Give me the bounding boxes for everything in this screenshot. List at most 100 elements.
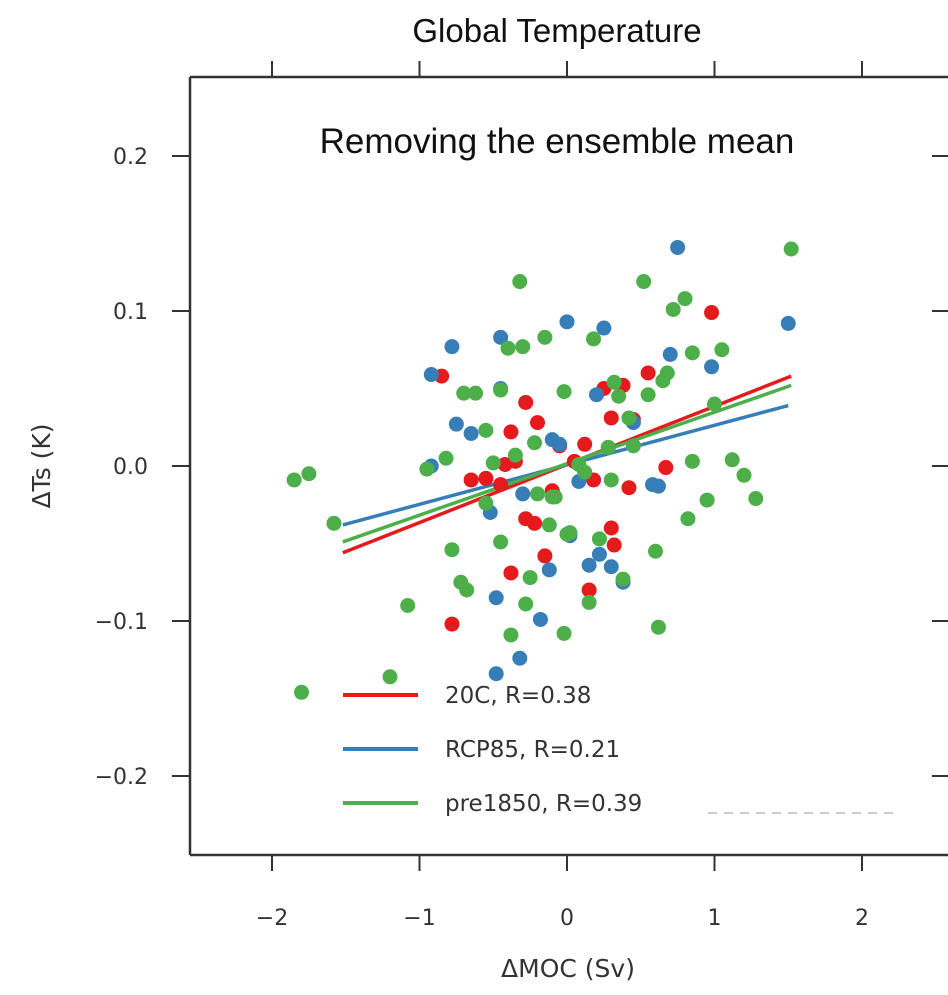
scatter-point [636, 274, 652, 290]
scatter-point [621, 480, 637, 496]
scatter-point [704, 359, 720, 375]
scatter-point [512, 274, 528, 290]
scatter-point [503, 627, 519, 643]
x-tick-label: 1 [708, 906, 722, 931]
scatter-point [478, 495, 494, 511]
scatter-point [478, 470, 494, 486]
scatter-point [541, 562, 557, 578]
scatter-point [589, 387, 604, 403]
scatter-point [518, 596, 534, 612]
scatter-point [670, 239, 686, 255]
y-tick-label: 0.0 [113, 455, 148, 480]
scatter-point [515, 486, 531, 502]
scatter-point [500, 340, 516, 356]
scatter-point [621, 410, 637, 426]
scatter-point [507, 447, 523, 463]
scatter-point [658, 460, 674, 476]
scatter-point [684, 345, 700, 361]
x-tick-label: −1 [403, 906, 435, 931]
chart-annotation: Removing the ensemble mean [320, 122, 795, 161]
scatter-point [493, 534, 509, 550]
scatter-point [748, 491, 764, 507]
legend-entry: pre1850, R=0.39 [445, 791, 642, 817]
scatter-point [586, 331, 602, 347]
scatter-point [537, 329, 553, 345]
scatter-point [581, 582, 597, 598]
x-tick-label: 2 [855, 906, 869, 931]
scatter-point [591, 546, 607, 562]
scatter-point [463, 425, 479, 441]
scatter-point [677, 291, 693, 307]
y-tick-labels: −0.2 −0.1 0.0 0.1 0.2 [95, 145, 148, 790]
scatter-point [559, 314, 575, 330]
y-tick-label: 0.2 [113, 145, 148, 170]
scatter-point [603, 520, 619, 536]
scatter-point [532, 611, 548, 627]
scatter-point [603, 559, 619, 575]
scatter-point [736, 467, 752, 483]
scatter-point [444, 616, 460, 632]
scatter-point [301, 466, 317, 482]
legend-entry: 20C, R=0.38 [445, 683, 591, 709]
scatter-point [650, 619, 666, 635]
scatter-point [780, 315, 796, 331]
x-tick-label: −2 [256, 906, 288, 931]
axis-ticks [172, 61, 948, 871]
scatter-point [704, 305, 720, 321]
scatter-point [530, 415, 545, 431]
scatter-point [488, 590, 504, 606]
scatter-point [527, 515, 543, 531]
scatter-point [556, 384, 572, 400]
scatter-point [423, 367, 439, 383]
scatter-point [478, 422, 494, 438]
scatter-point [518, 394, 534, 410]
scatter-point [463, 472, 479, 488]
scatter-point [684, 453, 700, 469]
scatter-point [485, 455, 501, 471]
scatter-point [488, 666, 504, 682]
scatter-point [699, 492, 715, 508]
scatter-point [503, 565, 519, 581]
scatter-point [640, 365, 656, 381]
scatter-point [577, 436, 593, 452]
y-axis-label: ΔTs (K) [27, 423, 56, 508]
scatter-point [606, 374, 622, 390]
scatter-point [515, 339, 531, 355]
scatter-point [493, 477, 509, 493]
scatter-point [444, 339, 460, 355]
scatter-point [552, 436, 568, 452]
scatter-points [286, 239, 799, 700]
scatter-point [448, 416, 464, 432]
scatter-point [640, 387, 656, 403]
y-tick-label: −0.2 [95, 765, 148, 790]
y-tick-label: −0.1 [95, 610, 148, 635]
chart-title: Global Temperature [412, 12, 701, 49]
scatter-point [707, 396, 722, 412]
y-tick-label: 0.1 [113, 300, 148, 325]
scatter-point [783, 241, 799, 257]
scatter-point [326, 515, 342, 531]
scatter-point [400, 598, 416, 613]
scatter-point [581, 557, 597, 573]
scatter-point [294, 684, 309, 700]
scatter-point [438, 450, 454, 466]
scatter-point [459, 582, 475, 598]
regression-line [342, 383, 792, 544]
scatter-point [596, 320, 612, 336]
scatter-point [541, 517, 557, 533]
scatter-point [680, 511, 696, 527]
legend: 20C, R=0.38 RCP85, R=0.21 pre1850, R=0.39 [343, 683, 642, 817]
scatter-point [650, 478, 666, 494]
scatter-point [600, 439, 616, 455]
scatter-point [603, 472, 619, 488]
x-axis-label: ΔMOC (Sv) [501, 954, 635, 983]
scatter-point [591, 531, 607, 547]
scatter-point [659, 365, 675, 381]
scatter-point [530, 486, 545, 502]
scatter-point [456, 385, 472, 401]
scatter-point [512, 650, 528, 666]
scatter-point [648, 543, 663, 559]
x-tick-labels: −2 −1 0 1 2 [256, 906, 869, 931]
scatter-point [522, 570, 538, 586]
